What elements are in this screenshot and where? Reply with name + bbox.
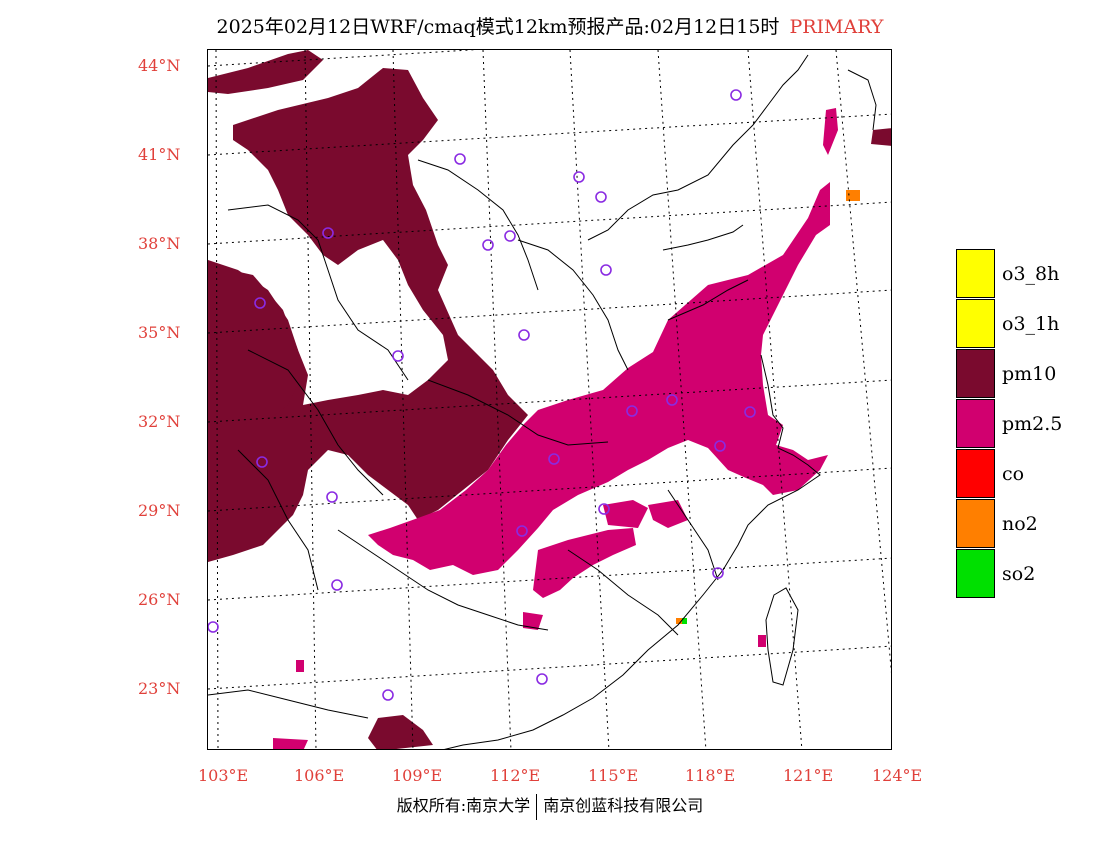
lon-label-121: 121°E xyxy=(783,766,834,785)
lat-label-29: 29°N xyxy=(138,501,181,520)
lon-label-124: 124°E xyxy=(872,766,923,785)
circle-outline-icon xyxy=(666,394,678,406)
circle-outline-icon xyxy=(254,297,266,309)
circle-outline-icon xyxy=(454,153,466,165)
legend-label: o3_8h xyxy=(1002,263,1060,285)
circle-outline-icon xyxy=(626,405,638,417)
no2-spot xyxy=(846,190,860,201)
coastline-borders xyxy=(208,54,877,749)
circle-outline-icon xyxy=(600,264,612,276)
circle-outline-icon xyxy=(744,406,756,418)
legend-label: o3_1h xyxy=(1002,313,1060,335)
lon-label-106: 106°E xyxy=(294,766,345,785)
legend-label: co xyxy=(1002,463,1025,485)
circle-outline-icon xyxy=(714,440,726,452)
graticule xyxy=(208,50,891,749)
legend-label: no2 xyxy=(1002,513,1038,535)
circle-outline-icon xyxy=(322,227,334,239)
map-title: 2025年02月12日WRF/cmaq模式12km预报产品:02月12日15时 P… xyxy=(0,12,1100,39)
lat-label-32: 32°N xyxy=(138,412,181,431)
legend-label: pm2.5 xyxy=(1002,413,1063,435)
lat-label-26: 26°N xyxy=(138,590,181,609)
circle-outline-icon xyxy=(548,453,560,465)
circle-outline-icon xyxy=(504,230,516,242)
lon-label-103: 103°E xyxy=(198,766,249,785)
pm10-region xyxy=(208,50,891,749)
circle-outline-icon xyxy=(482,239,494,251)
circle-outline-icon xyxy=(712,567,724,579)
lat-label-38: 38°N xyxy=(138,234,181,253)
lat-label-41: 41°N xyxy=(138,145,181,164)
copyright-right: 南京创蓝科技有限公司 xyxy=(543,796,704,815)
circle-outline-icon xyxy=(536,673,548,685)
map-canvas xyxy=(208,50,891,749)
circle-outline-icon xyxy=(331,579,343,591)
legend-label: so2 xyxy=(1002,563,1036,585)
legend-swatch xyxy=(956,549,995,598)
legend-swatch xyxy=(956,299,995,348)
so2-spot xyxy=(682,618,687,624)
pm25-region xyxy=(273,108,838,749)
lon-label-112: 112°E xyxy=(490,766,541,785)
lon-label-115: 115°E xyxy=(588,766,639,785)
lat-label-35: 35°N xyxy=(138,323,181,342)
circle-outline-icon xyxy=(208,621,219,633)
circle-outline-icon xyxy=(382,689,394,701)
legend-swatch xyxy=(956,249,995,298)
city-markers xyxy=(208,89,756,701)
forecast-map xyxy=(207,49,892,750)
legend-swatch xyxy=(956,499,995,548)
circle-outline-icon xyxy=(573,171,585,183)
circle-outline-icon xyxy=(392,350,404,362)
lon-label-109: 109°E xyxy=(392,766,443,785)
lat-label-44: 44°N xyxy=(138,56,181,75)
legend-swatch xyxy=(956,349,995,398)
lon-label-118: 118°E xyxy=(685,766,736,785)
legend-swatch xyxy=(956,399,995,448)
circle-outline-icon xyxy=(518,329,530,341)
circle-outline-icon xyxy=(730,89,742,101)
circle-outline-icon xyxy=(595,191,607,203)
circle-outline-icon xyxy=(326,491,338,503)
title-tag: PRIMARY xyxy=(789,16,884,38)
copyright-left: 版权所有:南京大学 xyxy=(396,796,531,815)
copyright-separator xyxy=(536,793,538,820)
circle-outline-icon xyxy=(516,525,528,537)
copyright-footer: 版权所有:南京大学 南京创蓝科技有限公司 xyxy=(0,792,1100,820)
legend-swatch xyxy=(956,449,995,498)
circle-outline-icon xyxy=(598,503,610,515)
legend-label: pm10 xyxy=(1002,363,1057,385)
lat-label-23: 23°N xyxy=(138,679,181,698)
title-main: 2025年02月12日WRF/cmaq模式12km预报产品:02月12日15时 xyxy=(216,16,780,38)
circle-outline-icon xyxy=(256,456,268,468)
no2-spot-small xyxy=(676,618,682,624)
